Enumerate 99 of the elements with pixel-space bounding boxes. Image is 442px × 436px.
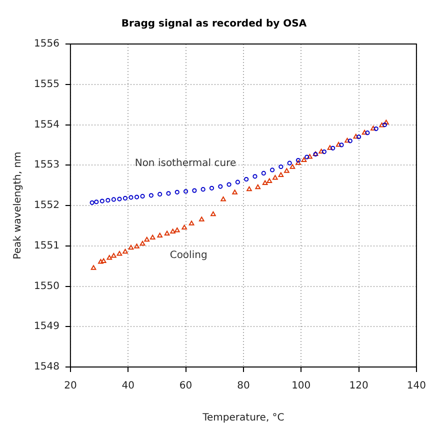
point bbox=[255, 184, 261, 190]
point bbox=[144, 236, 150, 242]
point bbox=[290, 164, 296, 169]
point bbox=[348, 138, 352, 144]
point bbox=[106, 198, 110, 203]
point bbox=[164, 230, 170, 236]
y-tick-label: 1551 bbox=[34, 240, 60, 252]
point bbox=[117, 196, 122, 202]
point bbox=[336, 142, 342, 147]
point bbox=[304, 154, 310, 160]
point bbox=[356, 134, 362, 140]
point bbox=[182, 224, 188, 230]
point bbox=[261, 170, 266, 176]
chart-title: Bragg signal as recorded by OSA bbox=[121, 18, 307, 30]
x-tick-label: 120 bbox=[349, 380, 368, 392]
point bbox=[284, 168, 290, 173]
x-tick-label: 100 bbox=[292, 380, 311, 392]
point bbox=[330, 146, 336, 150]
y-axis-title: Peak wavelength, nm bbox=[12, 152, 24, 260]
point bbox=[150, 234, 156, 240]
point bbox=[379, 122, 385, 128]
point bbox=[344, 138, 350, 143]
point bbox=[322, 150, 326, 154]
point bbox=[266, 178, 272, 184]
point bbox=[94, 200, 99, 204]
point bbox=[200, 187, 206, 192]
point bbox=[278, 172, 284, 177]
x-axis-title: Temperature, °C bbox=[202, 412, 284, 424]
point bbox=[148, 193, 154, 198]
x-tick-label: 20 bbox=[64, 380, 77, 392]
point bbox=[235, 180, 240, 184]
point bbox=[384, 120, 389, 124]
point bbox=[188, 220, 194, 226]
point bbox=[252, 174, 258, 179]
y-tick-label: 1552 bbox=[34, 200, 60, 212]
point bbox=[90, 265, 96, 270]
point bbox=[122, 196, 128, 201]
point bbox=[318, 148, 324, 154]
point bbox=[170, 228, 176, 234]
point bbox=[296, 160, 301, 165]
point bbox=[374, 126, 378, 132]
point bbox=[287, 160, 292, 166]
point bbox=[174, 190, 180, 194]
y-tick-label: 1548 bbox=[34, 362, 60, 373]
point bbox=[98, 259, 104, 264]
point bbox=[140, 240, 146, 246]
series-label: Cooling bbox=[170, 250, 208, 261]
point bbox=[339, 142, 344, 148]
point bbox=[198, 216, 204, 222]
point bbox=[220, 196, 226, 202]
point bbox=[218, 184, 223, 189]
x-tick-label: 140 bbox=[406, 380, 426, 392]
point bbox=[382, 122, 388, 128]
point bbox=[301, 157, 307, 162]
point bbox=[327, 145, 333, 150]
point bbox=[353, 134, 359, 139]
point bbox=[100, 258, 106, 263]
point bbox=[111, 197, 116, 202]
y-tick-label: 1555 bbox=[34, 78, 60, 90]
point bbox=[157, 232, 162, 238]
point bbox=[174, 228, 180, 232]
point bbox=[232, 190, 238, 194]
point bbox=[244, 176, 249, 182]
point bbox=[226, 182, 232, 187]
point bbox=[100, 198, 104, 204]
point bbox=[209, 186, 214, 190]
point bbox=[362, 130, 368, 135]
point bbox=[166, 191, 171, 196]
point bbox=[128, 244, 134, 250]
point bbox=[116, 250, 122, 256]
point bbox=[272, 175, 278, 180]
point bbox=[307, 154, 312, 159]
point bbox=[128, 195, 134, 200]
point bbox=[262, 180, 268, 186]
point bbox=[111, 252, 116, 258]
point bbox=[270, 168, 275, 172]
y-tick-label: 1553 bbox=[34, 160, 60, 171]
y-tick-label: 1554 bbox=[34, 119, 60, 130]
point bbox=[134, 244, 140, 248]
point bbox=[370, 126, 376, 131]
point bbox=[210, 211, 216, 216]
x-tick-label: 80 bbox=[237, 380, 250, 392]
y-tick-label: 1550 bbox=[34, 280, 60, 292]
point bbox=[246, 186, 252, 192]
y-tick-label: 1556 bbox=[34, 38, 60, 50]
point bbox=[106, 254, 112, 260]
y-tick-label: 1549 bbox=[34, 321, 60, 332]
point bbox=[192, 188, 197, 193]
point bbox=[140, 194, 145, 199]
x-tick-label: 40 bbox=[122, 380, 134, 392]
series-label: Non isothermal cure bbox=[134, 158, 236, 170]
point bbox=[278, 164, 284, 170]
point bbox=[158, 192, 162, 196]
point bbox=[90, 200, 94, 205]
point bbox=[365, 130, 370, 136]
point bbox=[183, 189, 188, 194]
point bbox=[122, 248, 128, 254]
x-tick-label: 60 bbox=[179, 380, 192, 392]
point bbox=[134, 194, 140, 200]
